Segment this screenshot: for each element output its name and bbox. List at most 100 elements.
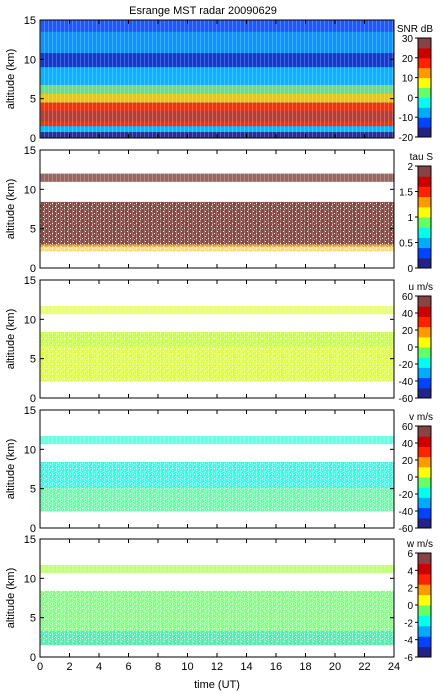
colorbar-tick-label: 20 bbox=[402, 326, 414, 337]
colorbar-segment bbox=[418, 117, 431, 128]
colorbar-tick-label: -20 bbox=[399, 360, 414, 371]
y-tick-label: 15 bbox=[24, 145, 36, 157]
y-tick-label: 5 bbox=[30, 224, 36, 236]
colorbar-tick-label: 30 bbox=[402, 34, 414, 45]
colorbar-segment bbox=[418, 326, 431, 338]
colorbar-segment bbox=[418, 357, 431, 368]
colorbar-tick-label: -60 bbox=[399, 394, 414, 405]
x-tick-label: 6 bbox=[125, 661, 131, 673]
colorbar-tick-label: 0 bbox=[407, 473, 413, 484]
colorbar-tick-label: 20 bbox=[402, 456, 414, 467]
colorbar-segment bbox=[418, 176, 431, 187]
colorbar-segment bbox=[418, 436, 431, 447]
colorbar-segment bbox=[418, 296, 431, 307]
colorbar-tick-label: -20 bbox=[399, 490, 414, 501]
colorbar-segment bbox=[418, 456, 431, 468]
y-axis-label: altitude (km) bbox=[5, 179, 17, 240]
colorbar-segment bbox=[418, 636, 431, 648]
colorbar-tick-label: -10 bbox=[399, 113, 414, 124]
x-tick-label: 20 bbox=[329, 661, 341, 673]
y-tick-label: 15 bbox=[24, 15, 36, 27]
colorbar-segment bbox=[418, 387, 431, 399]
colorbar-tick-label: -20 bbox=[399, 133, 414, 144]
colorbar-segment bbox=[418, 316, 431, 328]
figure-title: Esrange MST radar 20090629 bbox=[129, 5, 277, 17]
colorbar-segment bbox=[418, 594, 431, 606]
x-tick-label: 12 bbox=[211, 661, 223, 673]
colorbar-segment bbox=[418, 553, 431, 564]
y-tick-label: 0 bbox=[30, 652, 36, 664]
y-tick-label: 15 bbox=[24, 275, 36, 287]
colorbar-segment bbox=[418, 466, 431, 478]
colorbar-tick-label: -60 bbox=[399, 524, 414, 535]
data-texture bbox=[40, 201, 394, 254]
colorbar-segment bbox=[418, 646, 431, 658]
y-tick-label: 15 bbox=[24, 534, 36, 546]
x-tick-label: 14 bbox=[240, 661, 252, 673]
colorbar-segment bbox=[418, 237, 431, 249]
colorbar-tick-label: 0 bbox=[407, 601, 413, 612]
y-axis-label: altitude (km) bbox=[5, 568, 17, 629]
y-axis-label: altitude (km) bbox=[5, 49, 17, 110]
colorbar-segment bbox=[418, 517, 431, 529]
y-tick-label: 10 bbox=[24, 573, 36, 585]
colorbar-segment bbox=[418, 507, 431, 519]
colorbar-tick-label: -40 bbox=[399, 507, 414, 518]
colorbar-tick-label: 2 bbox=[407, 584, 413, 595]
colorbar-tick-label: 40 bbox=[402, 439, 414, 450]
colorbar-frame bbox=[417, 37, 432, 138]
colorbar-label: v m/s bbox=[409, 412, 433, 423]
colorbar-segment bbox=[418, 97, 431, 108]
colorbar-tick-label: -6 bbox=[404, 653, 413, 664]
colorbar-tick-label: 1 bbox=[407, 213, 413, 224]
colorbar-segment bbox=[418, 605, 431, 616]
colorbar-segment bbox=[418, 563, 431, 575]
y-tick-label: 0 bbox=[30, 263, 36, 275]
colorbar-segment bbox=[418, 57, 431, 69]
colorbar-segment bbox=[418, 186, 431, 198]
colorbar-segment bbox=[418, 477, 431, 488]
panel: 0 5 10 15 altitude (km) -60 -40 -20 0 20 40 60v m/s bbox=[5, 405, 433, 535]
colorbar-tick-label: 0 bbox=[407, 264, 413, 275]
y-tick-label: 0 bbox=[30, 523, 36, 535]
colorbar-segment bbox=[418, 247, 431, 259]
colorbar-segment bbox=[418, 615, 431, 627]
panel: 0 5 10 15 altitude (km) -60 -40 -20 0 20 40 60u m/s bbox=[5, 275, 433, 405]
colorbar-tick-label: 6 bbox=[407, 549, 413, 560]
colorbar-segment bbox=[418, 367, 431, 379]
colorbar-segment bbox=[418, 67, 431, 79]
colorbar-tick-label: 20 bbox=[402, 54, 414, 65]
colorbar-segment bbox=[418, 377, 431, 389]
y-tick-label: 15 bbox=[24, 405, 36, 417]
colorbar-segment bbox=[418, 497, 431, 509]
y-axis-label: altitude (km) bbox=[5, 439, 17, 500]
x-tick-label: 8 bbox=[155, 661, 161, 673]
colorbar-segment bbox=[418, 336, 431, 348]
colorbar-tick-label: 60 bbox=[402, 292, 414, 303]
x-tick-label: 2 bbox=[66, 661, 72, 673]
colorbar-tick-label: 0 bbox=[407, 343, 413, 354]
colorbar-tick-label: 2 bbox=[407, 162, 413, 173]
colorbar-tick-label: 0.5 bbox=[399, 239, 413, 250]
colorbar-label: tau S bbox=[410, 152, 434, 163]
colorbar-segment bbox=[418, 347, 431, 358]
y-tick-label: 10 bbox=[24, 314, 36, 326]
x-tick-label: 10 bbox=[181, 661, 193, 673]
colorbar-tick-label: -4 bbox=[404, 636, 413, 647]
y-tick-label: 0 bbox=[30, 133, 36, 145]
colorbar-segment bbox=[418, 227, 431, 238]
x-tick-label: 24 bbox=[388, 661, 400, 673]
data-texture bbox=[40, 590, 394, 643]
colorbar-tick-label: 1.5 bbox=[399, 188, 413, 199]
y-tick-label: 0 bbox=[30, 393, 36, 405]
colorbar-segment bbox=[418, 573, 431, 585]
colorbar-segment bbox=[418, 107, 431, 118]
y-axis-label: altitude (km) bbox=[5, 309, 17, 370]
y-tick-label: 5 bbox=[30, 354, 36, 366]
x-axis-label: time (UT) bbox=[194, 679, 240, 691]
colorbar-segment bbox=[418, 77, 431, 88]
